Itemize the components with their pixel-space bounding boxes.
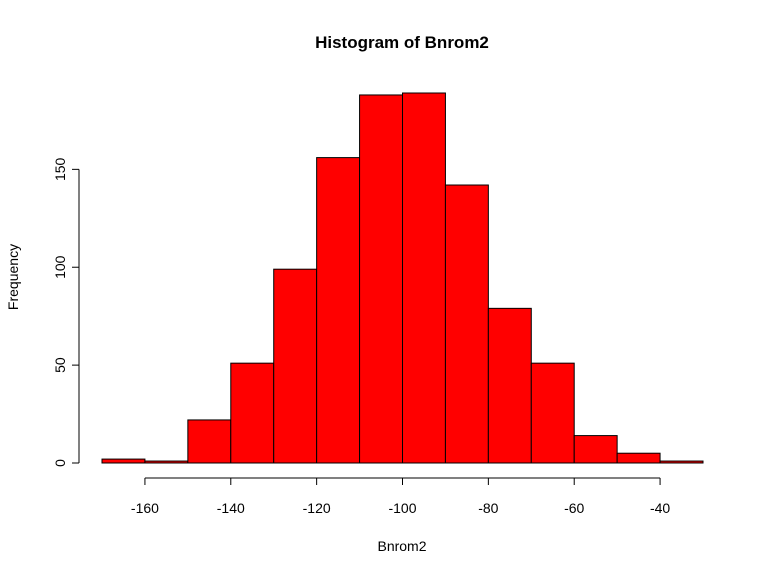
x-tick-label: -80: [478, 500, 498, 516]
histogram-bar-8: [444, 184, 489, 464]
histogram-bar-1: [144, 460, 189, 464]
x-tick-label: -60: [564, 500, 584, 516]
y-tick-label: 100: [52, 255, 68, 279]
histogram-bar-7: [402, 92, 446, 464]
x-tick-label: -140: [217, 500, 245, 516]
histogram-bar-5: [316, 157, 361, 464]
chart-title: Histogram of Bnrom2: [315, 33, 489, 52]
histogram-bar-3: [230, 362, 275, 464]
x-tick-label: -120: [303, 500, 331, 516]
y-tick-label: 150: [52, 157, 68, 181]
histogram-bar-6: [359, 94, 404, 464]
histogram-bar-9: [487, 307, 532, 464]
histogram-bar-4: [273, 268, 318, 464]
histogram-bar-10: [530, 362, 575, 464]
y-axis: 0 50 100 150: [52, 157, 80, 467]
x-tick-label: -100: [388, 500, 416, 516]
histogram-bar-12: [616, 452, 661, 464]
x-axis: -160 -140 -120 -100 -80 -60 -40: [131, 477, 670, 516]
histogram-bar-2: [187, 419, 232, 464]
histogram-bar-13: [659, 460, 704, 464]
y-tick-label: 0: [52, 459, 68, 467]
x-axis-label: Bnrom2: [377, 538, 426, 554]
x-tick-label: -40: [650, 500, 670, 516]
x-tick-label: -160: [131, 500, 159, 516]
histogram-bar-11: [573, 435, 618, 464]
y-tick-label: 50: [52, 357, 68, 373]
y-axis-label: Frequency: [5, 244, 21, 310]
histogram-bar-0: [101, 458, 146, 464]
bars-group: [101, 92, 704, 464]
